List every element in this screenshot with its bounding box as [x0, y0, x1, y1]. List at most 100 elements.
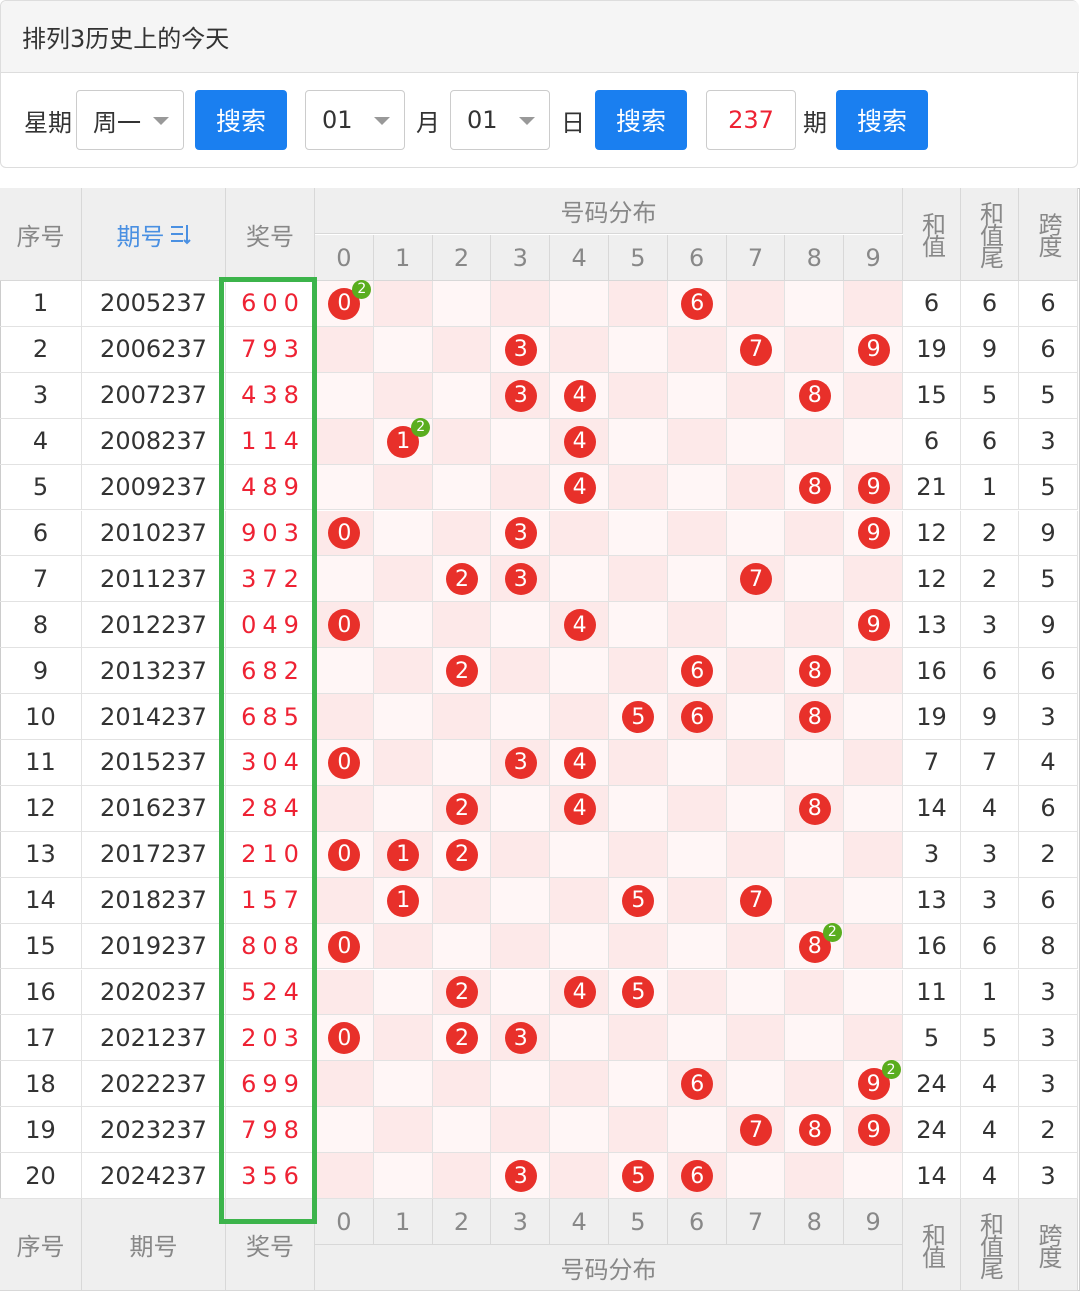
sum-tail-cell: 1	[961, 464, 1019, 511]
issue-cell: 2019237	[82, 923, 226, 970]
sum-cell: 24	[903, 1061, 961, 1108]
sum-tail-cell: 5	[961, 372, 1019, 419]
span-cell: 6	[1019, 281, 1078, 327]
distribution-cell	[609, 740, 668, 786]
title-bar	[1, 1, 1079, 73]
number-ball: 8	[798, 471, 831, 504]
distribution-cell	[726, 281, 786, 327]
row-index: 20	[0, 1153, 82, 1199]
distribution-cell	[315, 877, 374, 924]
sum-tail-cell: 6	[961, 923, 1019, 970]
distribution-cell	[550, 1015, 609, 1062]
row-index: 6	[0, 510, 82, 557]
row-index: 4	[0, 418, 82, 465]
digit-header: 6	[667, 1199, 727, 1245]
digit-header: 7	[726, 235, 786, 281]
distribution-cell	[785, 418, 845, 465]
distribution-cell	[785, 969, 845, 1016]
period-label: 期	[803, 108, 827, 137]
distribution-cell	[726, 418, 786, 465]
distribution-cell	[667, 877, 727, 924]
digit-header: 3	[491, 235, 551, 281]
distribution-cell	[609, 418, 668, 465]
distribution-cell	[550, 556, 609, 603]
distribution-cell	[432, 281, 492, 327]
column-header: 号码分布	[315, 188, 903, 234]
distribution-cell	[726, 740, 786, 786]
number-ball: 1	[387, 838, 420, 871]
sum-cell: 7	[903, 740, 961, 786]
search-button[interactable]: 搜索	[195, 90, 287, 150]
sum-tail-cell: 2	[961, 556, 1019, 603]
sum-tail-cell: 3	[961, 877, 1019, 924]
distribution-cell	[844, 1015, 903, 1062]
distribution-cell	[373, 464, 433, 511]
column-header[interactable]: 期号	[82, 188, 226, 281]
number-ball: 5	[622, 976, 655, 1009]
sum-cell: 16	[903, 648, 961, 695]
distribution-cell	[726, 648, 786, 695]
distribution-cell	[609, 556, 668, 603]
distribution-cell	[609, 326, 668, 373]
distribution-cell	[667, 372, 727, 419]
number-ball: 3	[504, 1160, 537, 1193]
distribution-cell	[432, 694, 492, 740]
distribution-cell	[844, 740, 903, 786]
number-ball: 3	[504, 1022, 537, 1055]
span-cell: 6	[1019, 785, 1078, 832]
digit-header: 5	[609, 1199, 668, 1245]
issue-cell: 2022237	[82, 1061, 226, 1108]
distribution-cell	[373, 326, 433, 373]
digit-header: 0	[315, 235, 374, 281]
distribution-cell	[844, 785, 903, 832]
sort-icon[interactable]	[169, 223, 191, 245]
search-button[interactable]: 搜索	[836, 90, 928, 150]
month-select[interactable]: 01	[305, 90, 405, 150]
distribution-cell	[609, 464, 668, 511]
distribution-cell	[550, 326, 609, 373]
search-button[interactable]: 搜索	[595, 90, 687, 150]
row-index: 16	[0, 969, 82, 1016]
weekday-label: 星期	[24, 108, 72, 137]
sum-cell: 6	[903, 418, 961, 465]
column-header: 序号	[0, 188, 82, 281]
digit-header: 8	[785, 235, 845, 281]
number-ball: 8	[798, 792, 831, 825]
winning-number: 798	[226, 1107, 315, 1154]
distribution-cell	[550, 1107, 609, 1154]
row-index: 8	[0, 602, 82, 649]
period-input[interactable]: 237	[706, 90, 796, 150]
distribution-cell	[373, 556, 433, 603]
issue-cell: 2015237	[82, 740, 226, 786]
weekday-select[interactable]: 周一	[76, 90, 184, 150]
span-cell: 9	[1019, 510, 1078, 557]
distribution-cell	[785, 602, 845, 649]
row-index: 2	[0, 326, 82, 373]
distribution-cell	[844, 831, 903, 878]
distribution-cell	[726, 510, 786, 557]
distribution-cell	[373, 740, 433, 786]
sum-tail-cell: 6	[961, 281, 1019, 327]
digit-header: 1	[373, 235, 433, 281]
winning-number: 157	[226, 877, 315, 924]
column-header: 和值	[903, 1199, 961, 1291]
sum-cell: 19	[903, 694, 961, 740]
row-index: 5	[0, 464, 82, 511]
distribution-cell	[432, 510, 492, 557]
span-cell: 6	[1019, 648, 1078, 695]
number-ball: 6	[681, 1160, 714, 1193]
sum-cell: 14	[903, 1153, 961, 1199]
number-ball: 0	[328, 930, 361, 963]
distribution-cell	[491, 923, 551, 970]
digit-header: 1	[373, 1199, 433, 1245]
sum-tail-cell: 6	[961, 418, 1019, 465]
distribution-cell	[844, 418, 903, 465]
winning-number: 438	[226, 372, 315, 419]
day-select[interactable]: 01	[450, 90, 550, 150]
sum-cell: 12	[903, 510, 961, 557]
sum-cell: 14	[903, 785, 961, 832]
distribution-cell	[373, 1153, 433, 1199]
highlight-box	[219, 277, 317, 1224]
number-ball: 4	[563, 609, 596, 642]
